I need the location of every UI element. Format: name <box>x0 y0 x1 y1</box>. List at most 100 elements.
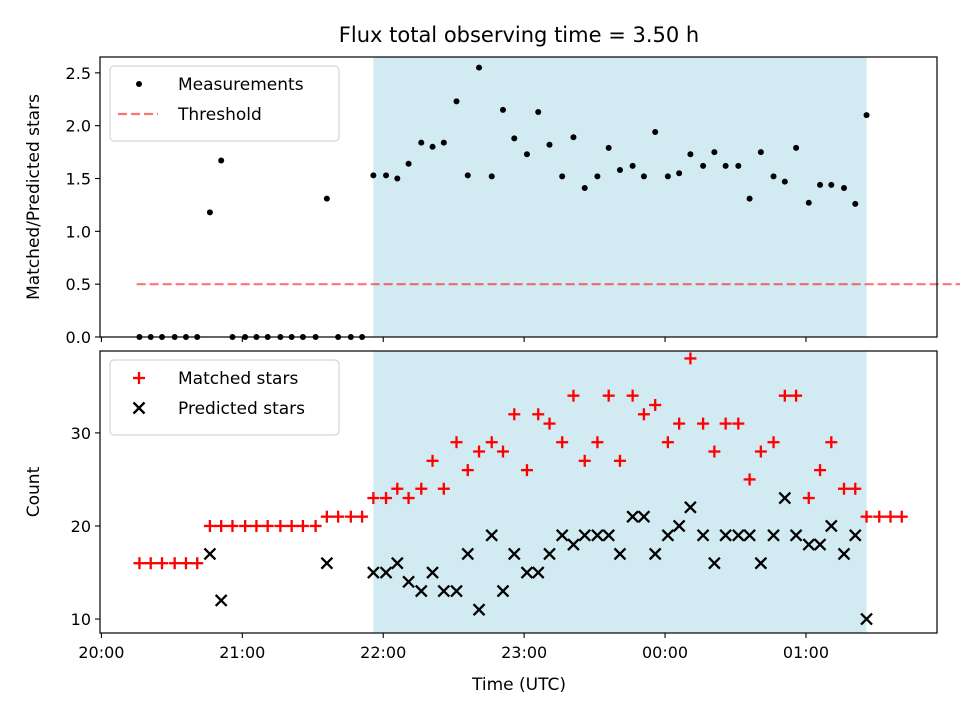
data-point <box>144 557 157 570</box>
data-point <box>873 510 886 523</box>
marker-stroke <box>591 528 604 542</box>
marker-stroke <box>626 510 639 523</box>
marker-stroke <box>461 547 475 561</box>
data-point <box>767 528 780 542</box>
series-predicted-stars <box>203 491 873 626</box>
data-point <box>825 519 838 533</box>
x-tick-label: 23:00 <box>501 643 547 662</box>
data-point <box>450 436 463 449</box>
marker-stroke <box>450 584 463 598</box>
marker-stroke <box>708 556 721 570</box>
data-point <box>837 547 851 561</box>
data-point <box>453 98 460 105</box>
top-panel: 0.0 0.5 1.0 1.5 2.0 2.5 Matched/Predicted star… <box>24 56 960 347</box>
marker-stroke <box>531 566 545 579</box>
data-point <box>437 584 451 598</box>
marker-stroke <box>743 528 756 542</box>
data-point <box>743 473 756 486</box>
marker-stroke <box>696 528 710 542</box>
data-point <box>203 519 216 532</box>
data-point <box>367 566 380 579</box>
data-point <box>616 167 623 174</box>
data-point <box>380 492 393 505</box>
y-tick-label: 2.5 <box>66 64 91 83</box>
y-axis-label: Count <box>24 466 44 517</box>
legend-swatch <box>132 401 146 415</box>
data-point <box>535 108 542 115</box>
data-point <box>719 528 732 542</box>
legend-box <box>109 359 340 436</box>
marker-stroke <box>672 519 686 533</box>
data-point <box>805 199 812 206</box>
data-point <box>405 160 412 167</box>
data-point <box>781 178 788 185</box>
data-point <box>418 139 425 146</box>
data-point <box>239 519 252 532</box>
data-point <box>379 566 393 579</box>
data-point <box>476 64 483 71</box>
data-point <box>543 417 556 430</box>
data-point <box>629 162 636 169</box>
marker-stroke <box>437 584 451 598</box>
data-point <box>841 185 847 192</box>
marker-stroke <box>520 566 534 579</box>
marker-stroke <box>567 538 580 551</box>
data-point <box>461 464 474 477</box>
data-point <box>532 408 545 421</box>
y-tick-label: 0.5 <box>66 275 91 294</box>
data-point <box>323 195 330 202</box>
data-point <box>215 519 228 532</box>
data-point <box>226 519 239 532</box>
data-point <box>464 172 471 179</box>
data-point <box>440 139 447 146</box>
data-point <box>711 149 718 156</box>
data-point <box>626 510 639 523</box>
data-point <box>156 557 168 570</box>
plot-frame-bottom <box>99 350 938 634</box>
data-point <box>472 603 486 617</box>
marker-stroke <box>825 519 838 533</box>
y-tick-label: 2.0 <box>66 117 91 136</box>
y-tick-label: 30 <box>71 424 91 443</box>
data-point <box>637 408 650 421</box>
data-point <box>356 510 369 523</box>
marker-stroke <box>860 612 873 626</box>
data-point <box>402 492 415 505</box>
legend-swatch <box>136 81 142 87</box>
y-tick-label: 20 <box>71 517 91 536</box>
data-point <box>626 389 639 402</box>
data-point <box>828 181 835 188</box>
data-point <box>708 445 721 458</box>
data-point <box>754 556 768 570</box>
data-point <box>274 519 287 532</box>
data-point <box>133 557 146 570</box>
data-point <box>696 528 710 542</box>
marker-stroke <box>414 584 428 598</box>
marker-stroke <box>320 556 334 570</box>
data-point <box>778 491 792 505</box>
data-point <box>719 417 732 430</box>
data-point <box>206 209 213 216</box>
data-point <box>285 519 298 532</box>
marker-stroke <box>813 538 827 551</box>
marker-stroke <box>837 547 851 561</box>
x-tick-label: 21:00 <box>219 643 265 662</box>
marker-stroke <box>637 510 651 523</box>
data-point <box>814 464 827 477</box>
series-measurements <box>136 64 870 340</box>
data-point <box>496 584 510 598</box>
marker-stroke <box>802 538 816 551</box>
data-point <box>556 436 569 449</box>
data-point <box>559 173 566 180</box>
marker-stroke <box>132 401 146 415</box>
data-point <box>591 528 604 542</box>
marker-stroke <box>214 594 228 607</box>
data-point <box>613 547 627 561</box>
data-point <box>708 556 721 570</box>
observing-window-top <box>373 57 867 337</box>
marker-stroke <box>719 528 732 542</box>
data-point <box>531 566 545 579</box>
data-point <box>743 528 756 542</box>
marker-stroke <box>789 528 803 542</box>
